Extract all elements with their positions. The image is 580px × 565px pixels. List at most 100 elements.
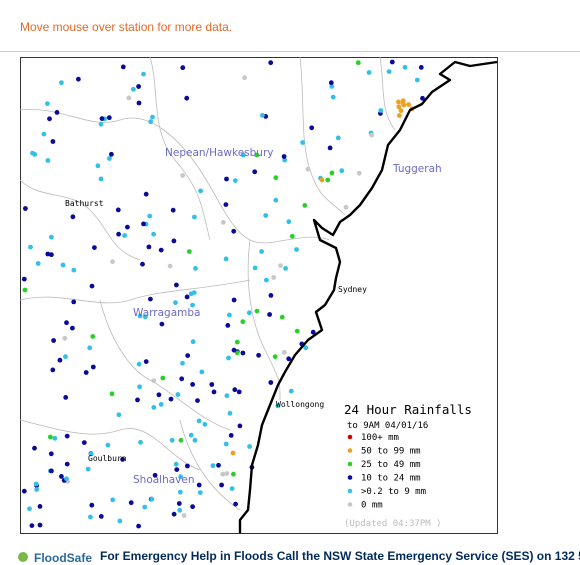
station <box>160 375 166 381</box>
station <box>177 507 183 513</box>
station <box>88 514 93 520</box>
station <box>175 392 181 397</box>
station <box>62 335 68 341</box>
station <box>335 135 341 141</box>
station <box>303 345 309 351</box>
station <box>177 489 183 495</box>
station <box>254 152 260 158</box>
station <box>49 252 54 258</box>
station <box>87 345 93 351</box>
station <box>95 163 101 169</box>
station <box>120 64 126 70</box>
hint-text: Move mouse over station for more data. <box>20 20 233 34</box>
station <box>355 60 361 66</box>
station <box>252 265 258 271</box>
footer: FloodSafe For Emergency Help in Floods C… <box>0 546 580 565</box>
station <box>110 497 116 503</box>
station <box>158 402 164 407</box>
station <box>48 434 53 440</box>
station <box>225 323 231 328</box>
station <box>45 251 51 257</box>
station <box>29 523 35 528</box>
station <box>400 100 406 106</box>
station <box>406 102 412 107</box>
station <box>273 197 279 203</box>
station <box>51 338 56 343</box>
station <box>302 203 308 208</box>
station <box>289 233 295 239</box>
station <box>223 202 229 208</box>
station <box>173 300 178 305</box>
station <box>268 293 274 298</box>
legend-label: 25 to 49 mm <box>361 460 421 470</box>
station <box>282 157 288 163</box>
station <box>398 108 404 114</box>
region-label: Warragamba <box>133 307 200 319</box>
station <box>356 170 362 176</box>
station <box>220 220 226 225</box>
station <box>174 467 180 472</box>
station <box>52 435 58 441</box>
station <box>34 487 40 492</box>
station <box>268 60 274 66</box>
station <box>59 80 64 86</box>
station <box>185 463 190 469</box>
station <box>223 441 229 447</box>
station <box>181 513 187 518</box>
station <box>330 94 336 100</box>
station <box>228 433 234 438</box>
station <box>81 440 87 445</box>
station <box>148 296 153 302</box>
station <box>246 310 252 316</box>
station <box>151 405 157 410</box>
station <box>272 354 278 360</box>
station <box>149 496 155 502</box>
station <box>21 488 27 494</box>
station <box>229 486 235 491</box>
station <box>220 471 226 477</box>
station <box>135 397 140 403</box>
legend-label: 0 mm <box>361 501 383 511</box>
station <box>202 421 208 427</box>
station <box>35 261 41 266</box>
station <box>173 461 179 467</box>
emergency-message: For Emergency Help in Floods Call the NS… <box>100 549 580 563</box>
station <box>396 104 402 110</box>
station <box>171 511 177 517</box>
station <box>159 321 165 327</box>
station <box>98 176 104 182</box>
station <box>281 154 287 159</box>
station <box>273 175 279 181</box>
station <box>240 319 246 325</box>
station <box>190 382 196 387</box>
station <box>234 339 240 345</box>
station <box>240 152 246 158</box>
station <box>198 188 204 194</box>
station <box>41 131 47 137</box>
station <box>92 245 97 251</box>
station <box>196 482 202 488</box>
station <box>156 392 162 398</box>
station <box>99 116 105 121</box>
station <box>116 412 122 418</box>
station <box>70 214 76 220</box>
station <box>63 395 69 400</box>
station <box>260 113 265 118</box>
station <box>152 472 158 478</box>
station <box>90 334 96 339</box>
station <box>256 352 261 358</box>
station <box>190 504 196 510</box>
station <box>22 287 28 293</box>
station <box>294 328 300 334</box>
station <box>366 70 372 75</box>
station <box>57 357 63 363</box>
station <box>90 364 96 370</box>
station <box>224 393 230 399</box>
station <box>209 382 215 387</box>
station <box>227 312 232 318</box>
station <box>109 391 115 397</box>
station <box>197 490 203 495</box>
floodsafe-icon <box>18 552 28 562</box>
station <box>151 231 157 237</box>
region-label: Shoalhaven <box>133 474 195 486</box>
